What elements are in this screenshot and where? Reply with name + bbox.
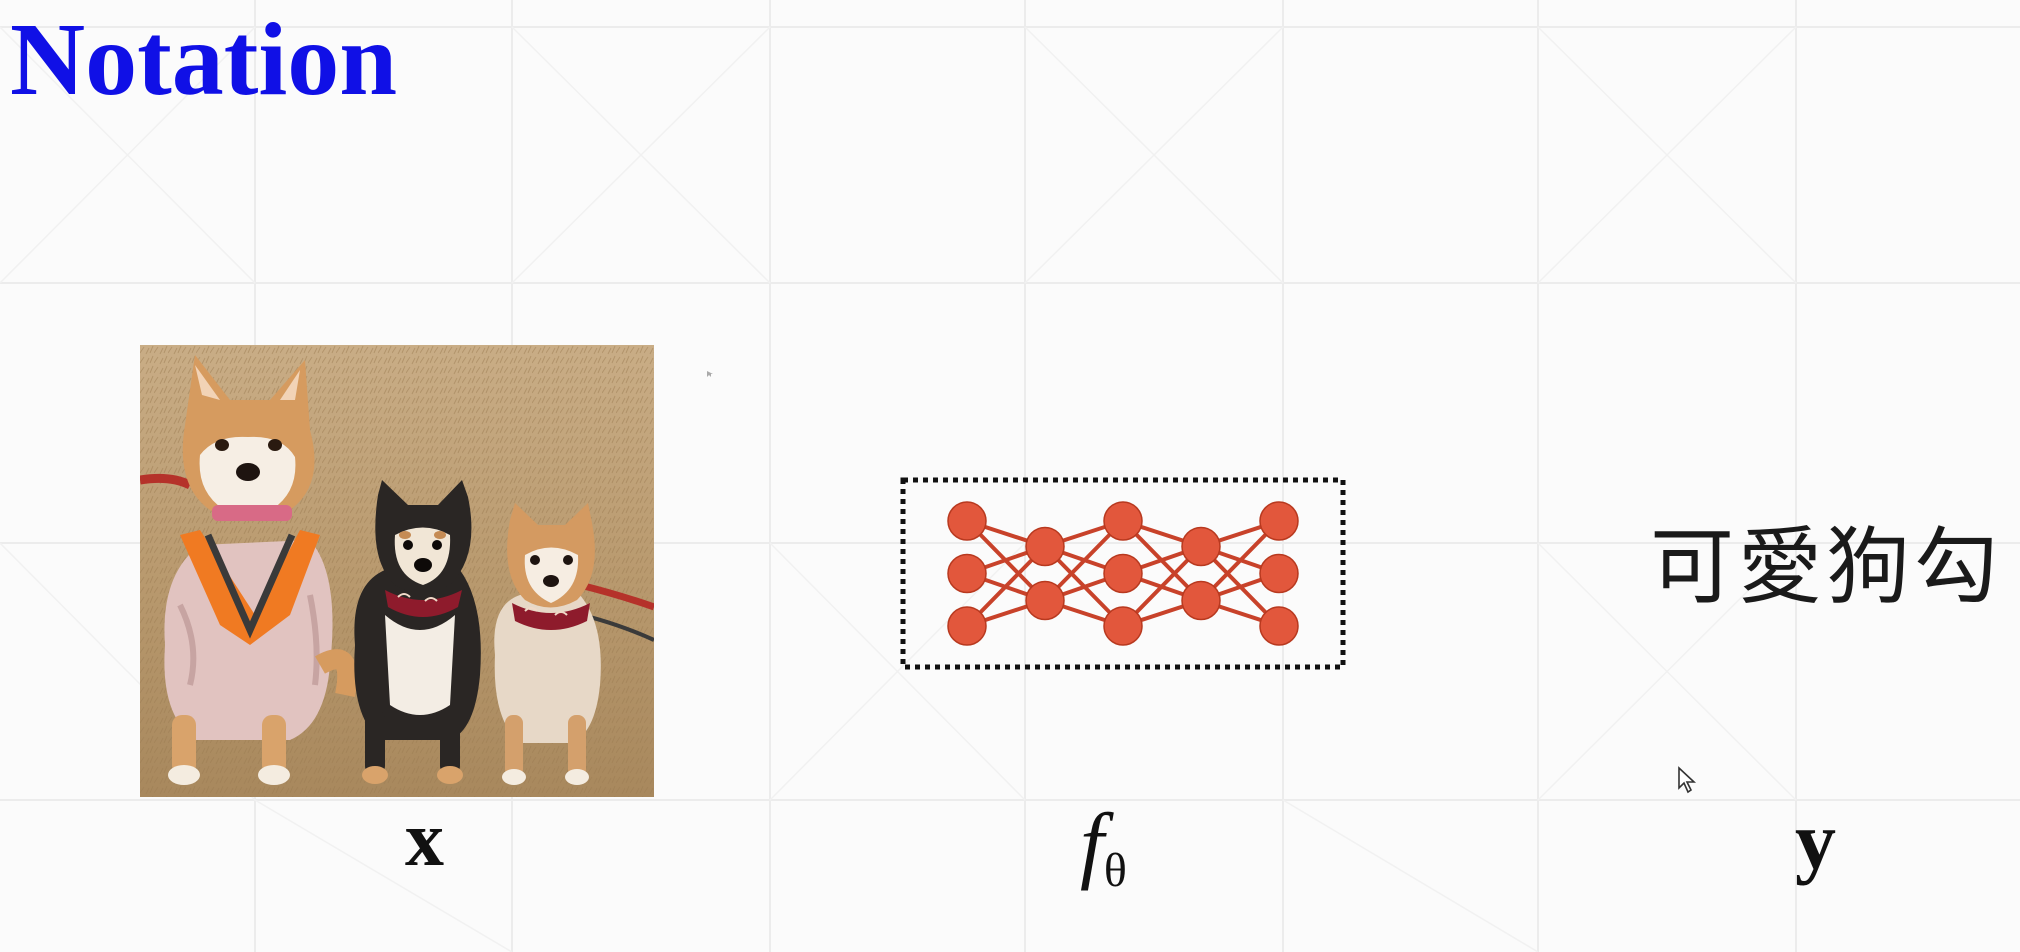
network-node — [1103, 553, 1143, 594]
network-node — [947, 553, 987, 594]
input-label: x — [405, 795, 444, 882]
network-node — [1103, 606, 1143, 646]
slide-title: Notation — [10, 2, 398, 117]
model-label: fθ — [1080, 800, 1127, 895]
model-label-theta: θ — [1103, 844, 1127, 897]
output-label: y — [1795, 795, 1836, 886]
neural-network-diagram — [900, 477, 1346, 670]
network-node — [947, 501, 987, 541]
mouse-pointer-icon — [1678, 766, 1697, 794]
network-node — [1259, 606, 1299, 646]
network-node — [1025, 580, 1065, 621]
network-node — [947, 606, 987, 646]
stray-mark-icon — [707, 371, 713, 377]
network-dotted-border — [900, 477, 1346, 670]
model-label-f: f — [1080, 795, 1104, 891]
network-node — [1259, 553, 1299, 594]
dogs-photo — [140, 345, 654, 797]
network-node — [1181, 526, 1221, 567]
network-node — [1259, 501, 1299, 541]
network-node — [1103, 501, 1143, 541]
network-node — [1025, 526, 1065, 567]
output-text: 可愛狗勾 — [1650, 518, 2003, 616]
network-node — [1181, 580, 1221, 621]
